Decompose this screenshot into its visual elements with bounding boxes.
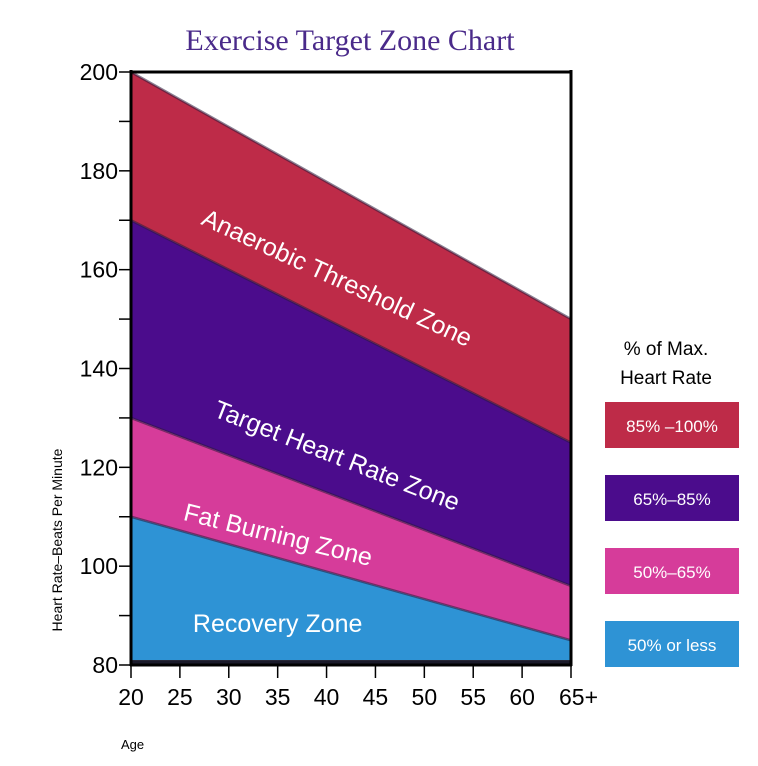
zone-boundary-anaerobic-threshold-zone bbox=[130, 70, 572, 321]
x-tick-label-20: 20 bbox=[118, 684, 144, 710]
legend-swatch-fat-burning-zone bbox=[605, 548, 739, 594]
x-tick-label-45: 45 bbox=[363, 684, 389, 710]
zone-area-anaerobic-threshold-zone bbox=[131, 72, 571, 443]
legend-label-fat-burning-zone: 50%–65% bbox=[633, 563, 711, 582]
legend-label-target-heart-rate-zone: 65%–85% bbox=[633, 490, 711, 509]
x-tick-label-50: 50 bbox=[412, 684, 438, 710]
x-axis-label: Age bbox=[121, 737, 144, 752]
y-axis-label: Heart Rate–Beats Per Minute bbox=[49, 448, 65, 631]
y-tick-label-80: 80 bbox=[92, 652, 118, 678]
y-tick-label-120: 120 bbox=[80, 454, 118, 480]
zone-boundary-fat-burning-zone bbox=[130, 416, 572, 588]
x-tick-label-60: 60 bbox=[509, 684, 535, 710]
legend-swatch-recovery-zone bbox=[605, 621, 739, 667]
legend-swatch-target-heart-rate-zone bbox=[605, 475, 739, 521]
zone-area-fat-burning-zone bbox=[131, 417, 571, 641]
x-tick-label-30: 30 bbox=[216, 684, 242, 710]
y-tick-label-140: 140 bbox=[80, 356, 118, 382]
legend: % of Max. Heart Rate 85% –100% 65%–85% 50%… bbox=[605, 339, 739, 667]
y-tick-label-200: 200 bbox=[80, 59, 118, 85]
zone-area-target-heart-rate-zone bbox=[131, 220, 571, 586]
chart-title: Exercise Target Zone Chart bbox=[185, 24, 515, 57]
zone-area-recovery-zone bbox=[131, 516, 571, 661]
x-tick-label-55: 55 bbox=[460, 684, 486, 710]
x-tick-label-40: 40 bbox=[314, 684, 340, 710]
zone-boundary-recovery-zone bbox=[130, 515, 572, 642]
y-tick-label-180: 180 bbox=[80, 158, 118, 184]
zone-label-recovery-zone: Recovery Zone bbox=[193, 610, 363, 638]
x-tick-label-25: 25 bbox=[167, 684, 193, 710]
x-tick-label-35: 35 bbox=[265, 684, 291, 710]
x-tick-label-65: 65+ bbox=[559, 684, 598, 710]
legend-label-anaerobic-threshold-zone: 85% –100% bbox=[626, 417, 718, 436]
axes: 80 100 120 140 160 180 200 20 25 30 35 40 45 50 55 60 65… bbox=[80, 59, 598, 710]
legend-title-line-1: % of Max. bbox=[624, 339, 708, 360]
legend-swatch-anaerobic-threshold-zone bbox=[605, 402, 739, 448]
baseline-band bbox=[131, 660, 571, 665]
y-tick-label-100: 100 bbox=[80, 553, 118, 579]
legend-label-recovery-zone: 50% or less bbox=[628, 636, 717, 655]
y-tick-label-160: 160 bbox=[80, 257, 118, 283]
legend-title-line-2: Heart Rate bbox=[620, 368, 712, 389]
zone-areas bbox=[130, 70, 572, 665]
zone-boundary-target-heart-rate-zone bbox=[130, 219, 572, 444]
